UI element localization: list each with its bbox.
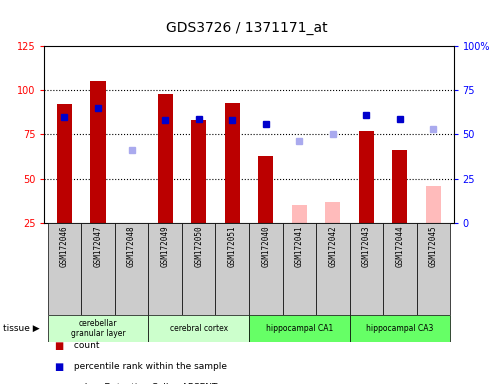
Bar <box>48 223 81 315</box>
Text: GSM172046: GSM172046 <box>60 225 69 267</box>
Text: GSM172042: GSM172042 <box>328 225 337 267</box>
Text: ■: ■ <box>54 362 64 372</box>
Bar <box>383 223 417 315</box>
Bar <box>124 223 139 226</box>
Text: cerebral cortex: cerebral cortex <box>170 324 228 333</box>
Bar <box>392 150 407 223</box>
Bar <box>282 223 316 315</box>
Bar <box>191 120 206 223</box>
Bar <box>359 131 374 223</box>
Text: percentile rank within the sample: percentile rank within the sample <box>71 362 227 371</box>
Bar <box>417 223 450 315</box>
Text: ■: ■ <box>54 341 64 351</box>
Text: GSM172045: GSM172045 <box>429 225 438 267</box>
Bar <box>350 223 383 315</box>
Bar <box>249 315 350 342</box>
Bar <box>115 223 148 315</box>
Text: hippocampal CA3: hippocampal CA3 <box>366 324 433 333</box>
Bar <box>48 315 148 342</box>
Text: hippocampal CA1: hippocampal CA1 <box>266 324 333 333</box>
Bar <box>350 315 450 342</box>
Bar <box>182 223 215 315</box>
Text: GSM172047: GSM172047 <box>94 225 103 267</box>
Text: GSM172041: GSM172041 <box>295 225 304 267</box>
Text: value, Detection Call = ABSENT: value, Detection Call = ABSENT <box>71 383 218 384</box>
Bar <box>249 223 282 315</box>
Bar <box>57 104 72 223</box>
Text: GDS3726 / 1371171_at: GDS3726 / 1371171_at <box>166 21 327 35</box>
Bar <box>325 202 340 223</box>
Bar <box>91 81 106 223</box>
Bar <box>148 223 182 315</box>
Bar <box>148 315 249 342</box>
Text: GSM172043: GSM172043 <box>362 225 371 267</box>
Bar <box>158 94 173 223</box>
Text: GSM172044: GSM172044 <box>395 225 404 267</box>
Text: GSM172051: GSM172051 <box>228 225 237 267</box>
Bar <box>258 156 273 223</box>
Bar <box>292 205 307 223</box>
Text: GSM172050: GSM172050 <box>194 225 203 267</box>
Text: tissue ▶: tissue ▶ <box>3 324 39 333</box>
Text: count: count <box>71 341 100 350</box>
Text: ■: ■ <box>54 383 64 384</box>
Bar <box>426 185 441 223</box>
Bar <box>316 223 350 315</box>
Text: cerebellar
granular layer: cerebellar granular layer <box>70 319 125 338</box>
Bar <box>215 223 249 315</box>
Text: GSM172040: GSM172040 <box>261 225 270 267</box>
Text: GSM172049: GSM172049 <box>161 225 170 267</box>
Text: GSM172048: GSM172048 <box>127 225 136 267</box>
Bar <box>225 103 240 223</box>
Bar <box>81 223 115 315</box>
